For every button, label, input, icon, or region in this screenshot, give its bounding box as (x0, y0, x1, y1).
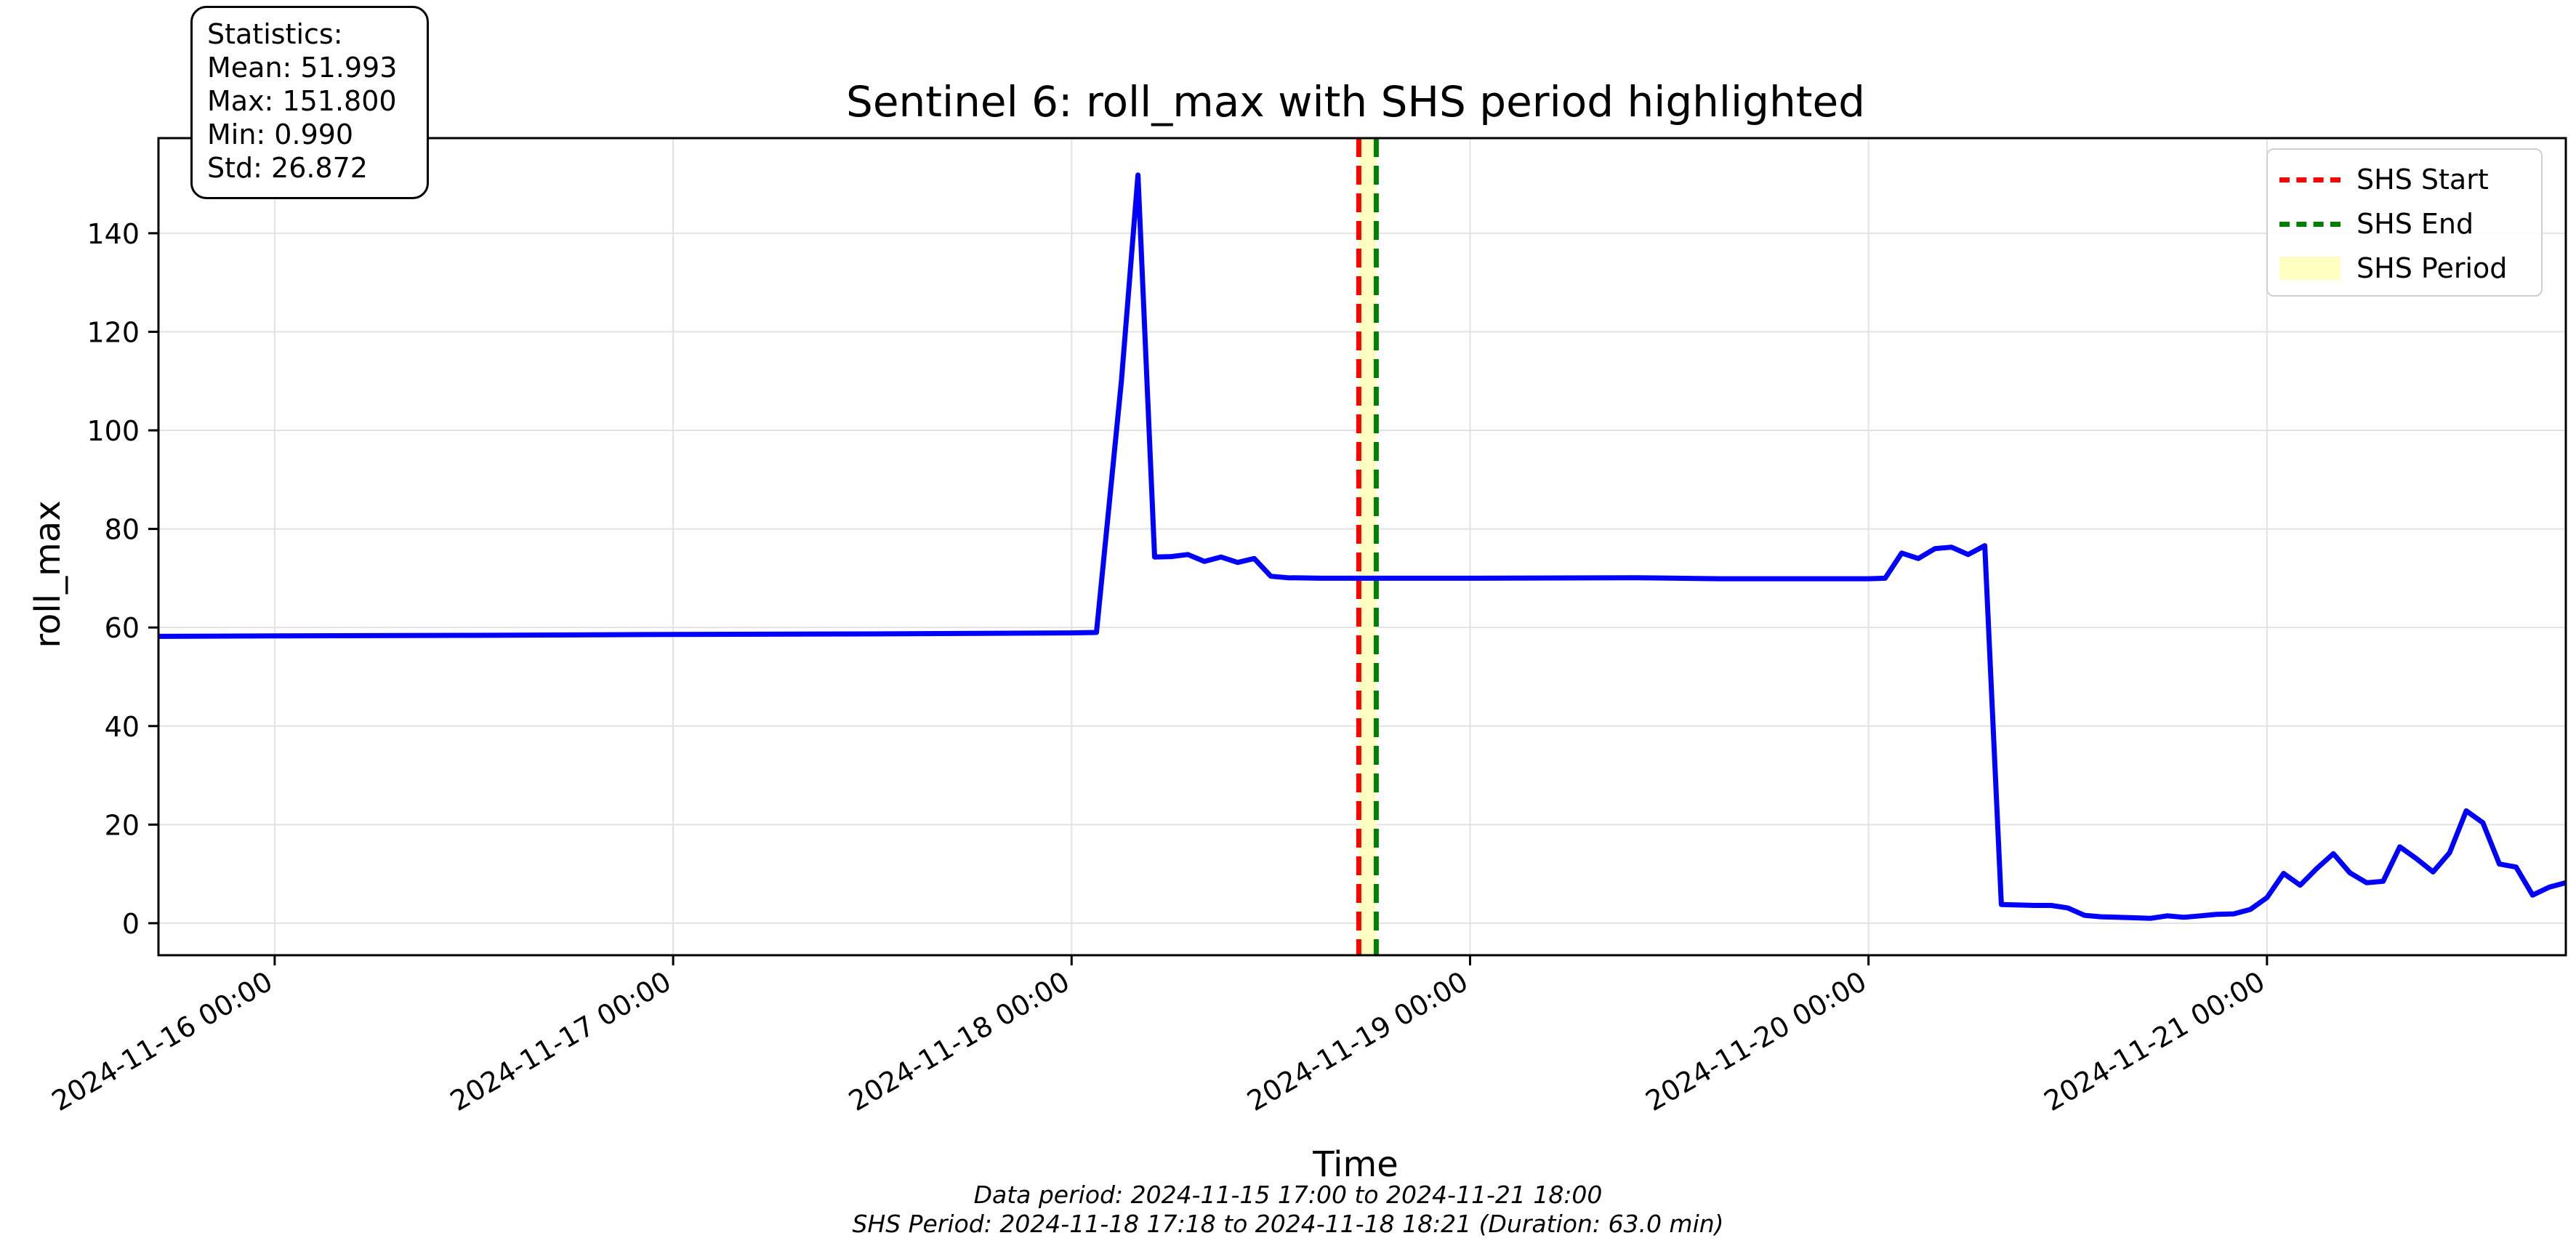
y-tick-label: 60 (105, 612, 140, 644)
y-tick-label: 140 (86, 218, 140, 250)
y-axis-ticks: 0 20 40 60 80 100 120 140 (86, 218, 158, 940)
legend-swatch-shs-end (2279, 207, 2340, 241)
legend-line-shs-end (2279, 222, 2340, 227)
x-tick-label: 2024-11-20 00:00 (1641, 965, 1872, 1117)
axes (157, 137, 2567, 957)
statistics-heading: Statistics: (207, 18, 343, 50)
x-axis-label: Time (1312, 1144, 1398, 1185)
statistics-max: Max: 151.800 (207, 85, 397, 117)
legend-swatch-shs-start (2279, 163, 2340, 196)
chart-title: Sentinel 6: roll_max with SHS period hig… (846, 77, 1865, 126)
legend-fill-shs-period (2279, 257, 2340, 280)
legend-line-shs-start (2279, 177, 2340, 182)
plot-frame (157, 137, 2567, 957)
shs-period-highlight (1356, 138, 1379, 955)
x-tick-label: 2024-11-16 00:00 (47, 965, 278, 1117)
statistics-mean: Mean: 51.993 (207, 52, 398, 84)
series-line-roll_max (158, 172, 2567, 921)
x-tick-label: 2024-11-17 00:00 (445, 965, 677, 1117)
legend-item-shs-end: SHS End (2279, 207, 2474, 241)
legend-label-shs-period: SHS Period (2356, 252, 2508, 284)
x-axis-ticks: 2024-11-16 00:00 2024-11-17 00:00 2024-11-… (47, 955, 2271, 1117)
statistics-box: Statistics: Mean: 51.993 Max: 151.800 Mi… (190, 6, 429, 199)
y-tick-label: 100 (86, 415, 140, 447)
series-layer (158, 172, 2567, 921)
chart-legend: SHS Start SHS End SHS Period (2266, 148, 2543, 297)
y-tick-label: 120 (86, 316, 140, 348)
x-tick-label: 2024-11-21 00:00 (2039, 965, 2271, 1117)
x-tick-label: 2024-11-18 00:00 (843, 965, 1075, 1117)
y-tick-label: 20 (105, 809, 140, 841)
y-tick-label: 0 (122, 908, 140, 940)
legend-label-shs-end: SHS End (2356, 208, 2474, 240)
footer-data-period: Data period: 2024-11-15 17:00 to 2024-11… (973, 1181, 1603, 1209)
y-tick-label: 40 (105, 711, 140, 743)
legend-label-shs-start: SHS Start (2356, 164, 2489, 196)
legend-swatch-shs-period (2279, 252, 2340, 285)
legend-item-shs-start: SHS Start (2279, 163, 2489, 196)
shs-period-band (1359, 138, 1377, 955)
y-axis-label: roll_max (28, 500, 68, 648)
statistics-min: Min: 0.990 (207, 118, 354, 150)
y-tick-label: 80 (105, 514, 140, 546)
footer-shs-period: SHS Period: 2024-11-18 17:18 to 2024-11-… (852, 1210, 1724, 1238)
legend-item-shs-period: SHS Period (2279, 252, 2507, 285)
statistics-std: Std: 26.872 (207, 152, 368, 184)
x-tick-label: 2024-11-19 00:00 (1241, 965, 1473, 1117)
